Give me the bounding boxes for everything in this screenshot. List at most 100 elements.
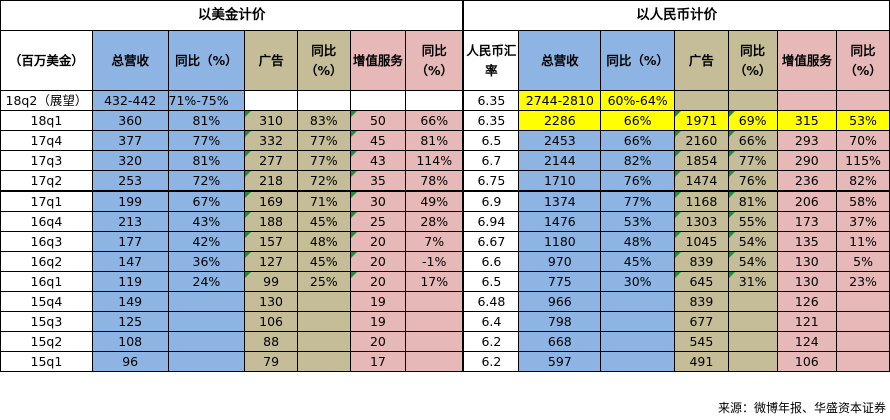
cell-rmb-revenue: 798 [518,311,602,332]
cell-rmb-vas: 173 [776,211,838,232]
cell-rmb-vas: 290 [776,150,838,171]
cell-usd-vas-yoy: 17% [405,271,464,292]
usd-ads-header: 广告 [244,30,298,91]
cell-rmb-ads-yoy: 54% [727,251,778,272]
cell-usd-ads-yoy: 77% [296,150,351,171]
cell-usd-vas-yoy [405,311,464,332]
cell-rmb-revenue: 1476 [518,211,602,232]
cell-usd-revenue-yoy: 77% [167,130,246,151]
cell-usd-ads: 277 [244,150,298,171]
cell-fx-rate: 6.2 [462,331,520,352]
cell-usd-ads-yoy: 48% [296,231,351,252]
cell-period: 17q2 [0,170,93,192]
cell-usd-revenue-yoy: 43% [167,211,246,232]
cell-usd-vas: 20 [349,251,407,272]
cell-usd-ads-yoy: 45% [296,211,351,232]
table-row: 17q4 377 77% 332 77% 45 81% 6.5 2453 66% 2160 66% 29… [0,130,890,151]
cell-usd-ads: 310 [244,110,298,131]
cell-usd-revenue-yoy [167,351,246,372]
usd-ads-yoy-header: 同比（%） [296,30,351,91]
cell-rmb-ads-yoy: 55% [727,211,778,232]
cell-usd-revenue: 108 [91,331,169,352]
cell-usd-revenue: 360 [91,110,169,131]
cell-period: 16q3 [0,231,93,252]
rmb-vas-header: 增值服务 [776,30,838,91]
cell-rmb-revenue-yoy [600,311,676,332]
cell-usd-ads: 332 [244,130,298,151]
cell-usd-ads-yoy [296,331,351,352]
table-row: 15q1 96 79 17 6.2 597 491 106 [0,351,890,372]
cell-rmb-revenue-yoy: 60%-64% [600,90,676,111]
cell-rmb-ads-yoy: 66% [727,130,778,151]
cell-rmb-vas-yoy: 5% [836,251,890,272]
cell-usd-vas-yoy: 49% [405,190,464,212]
cell-usd-vas-yoy [405,90,464,111]
cell-rmb-vas-yoy: 53% [836,110,890,131]
table-row: 18q1 360 81% 310 83% 50 66% 6.35 2286 66% 1971 69% 3… [0,110,890,131]
cell-rmb-vas: 135 [776,231,838,252]
cell-fx-rate: 6.94 [462,211,520,232]
cell-period: 15q4 [0,291,93,312]
cell-usd-vas: 45 [349,130,407,151]
cell-usd-revenue: 149 [91,291,169,312]
rmb-vas-yoy-header: 同比（%） [836,30,890,91]
table-row: 17q1 199 67% 169 71% 30 49% 6.9 1374 77% 1168 81% 20… [0,190,890,212]
cell-rmb-ads: 839 [674,291,729,312]
cell-rmb-vas: 121 [776,311,838,332]
cell-rmb-revenue: 970 [518,251,602,272]
cell-rmb-vas-yoy: 82% [836,170,890,192]
cell-usd-ads-yoy: 72% [296,170,351,192]
cell-rmb-revenue: 2453 [518,130,602,151]
cell-fx-rate: 6.7 [462,150,520,171]
rmb-ads-header: 广告 [674,30,729,91]
cell-usd-revenue-yoy [167,291,246,312]
cell-rmb-revenue: 2144 [518,150,602,171]
cell-usd-vas: 25 [349,211,407,232]
cell-period: 17q4 [0,130,93,151]
cell-usd-vas: 20 [349,331,407,352]
cell-rmb-vas-yoy: 11% [836,231,890,252]
cell-rmb-vas: 315 [776,110,838,131]
cell-rmb-ads: 1045 [674,231,729,252]
cell-rmb-vas-yoy [836,291,890,312]
cell-usd-vas: 43 [349,150,407,171]
cell-usd-revenue-yoy: 42% [167,231,246,252]
cell-rmb-revenue: 597 [518,351,602,372]
cell-fx-rate: 6.67 [462,231,520,252]
cell-usd-revenue: 125 [91,311,169,332]
cell-rmb-vas-yoy: 37% [836,211,890,232]
cell-usd-revenue-yoy [167,311,246,332]
cell-rmb-vas [776,90,838,111]
cell-fx-rate: 6.35 [462,90,520,111]
column-header-row: （百万美金） 总营收 同比（%） 广告 同比（%） 增值服务 同比（%） 人民币… [0,30,890,91]
cell-usd-ads: 88 [244,331,298,352]
cell-fx-rate: 6.5 [462,130,520,151]
table-row: 16q1 119 24% 99 25% 20 17% 6.5 775 30% 645 31% 130 23… [0,271,890,292]
cell-rmb-ads: 1854 [674,150,729,171]
cell-period: 15q1 [0,351,93,372]
cell-usd-vas: 19 [349,311,407,332]
cell-usd-revenue-yoy: 71%-75% [167,90,246,111]
cell-usd-revenue-yoy [167,331,246,352]
table-row: 16q4 213 43% 188 45% 25 28% 6.94 1476 53% 1303 55% 1… [0,211,890,232]
cell-rmb-revenue: 1710 [518,170,602,192]
cell-usd-vas-yoy [405,351,464,372]
cell-rmb-ads-yoy: 31% [727,271,778,292]
table-row: 17q3 320 81% 277 77% 43 114% 6.7 2144 82% 1854 77% 2… [0,150,890,171]
cell-rmb-ads-yoy: 77% [727,150,778,171]
cell-rmb-revenue: 1180 [518,231,602,252]
cell-rmb-vas-yoy [836,90,890,111]
cell-usd-ads-yoy [296,90,351,111]
cell-rmb-ads: 1971 [674,110,729,131]
rmb-ads-yoy-header: 同比（%） [727,30,778,91]
cell-usd-ads: 130 [244,291,298,312]
cell-rmb-ads: 1168 [674,190,729,212]
cell-usd-vas-yoy [405,331,464,352]
cell-rmb-revenue-yoy: 66% [600,130,676,151]
cell-rmb-ads: 839 [674,251,729,272]
cell-rmb-ads-yoy: 81% [727,190,778,212]
cell-usd-vas-yoy: 78% [405,170,464,192]
cell-usd-vas: 19 [349,291,407,312]
cell-rmb-ads: 677 [674,311,729,332]
cell-rmb-vas: 236 [776,170,838,192]
